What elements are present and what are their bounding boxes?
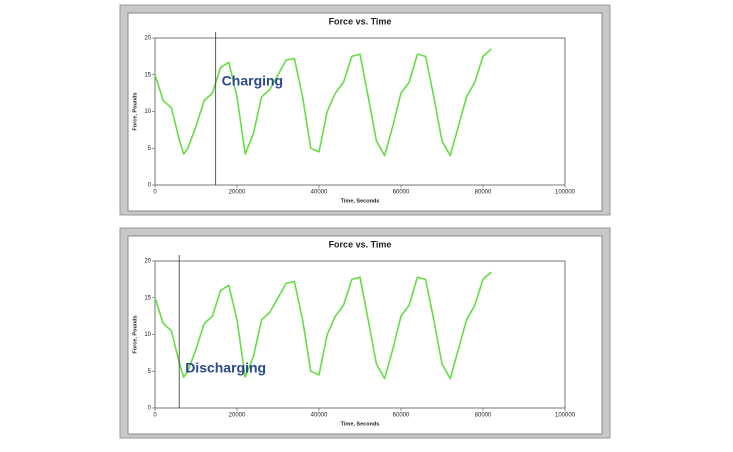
y-tick-label: 20 [144,36,151,42]
x-tick-label: 0 [153,413,157,419]
y-tick-label: 20 [144,259,151,265]
x-tick-label: 60000 [393,190,410,196]
annotation: Charging [222,73,283,89]
x-tick-label: 20000 [229,413,246,419]
force-line [154,271,492,380]
y-tick-label: 10 [144,109,151,115]
force-line [154,48,492,157]
chart-title: Force vs. Time [329,16,392,26]
plot-area [154,260,566,409]
x-tick-label: 20000 [229,190,246,196]
y-tick-label: 5 [148,369,152,375]
x-tick-label: 80000 [475,413,492,419]
x-tick-label: 60000 [393,413,410,419]
y-tick-label: 5 [148,146,152,152]
y-tick-label: 10 [144,332,151,338]
x-tick-label: 80000 [475,190,492,196]
y-tick-label: 0 [148,406,152,412]
x-axis-label: Time, Seconds [341,198,380,204]
y-tick-label: 0 [148,183,152,189]
y-tick-label: 15 [144,295,151,301]
y-tick-label: 15 [144,72,151,78]
y-axis-label: Force, Pounds [132,92,138,130]
y-axis-label: Force, Pounds [132,315,138,353]
plot-area [154,37,566,186]
x-tick-label: 100000 [555,190,576,196]
x-tick-label: 40000 [311,190,328,196]
x-tick-label: 40000 [311,413,328,419]
chart-title: Force vs. Time [329,239,392,249]
x-tick-label: 0 [153,190,157,196]
annotation: Discharging [185,360,266,376]
x-axis-label: Time, Seconds [341,421,380,427]
x-tick-label: 100000 [555,413,576,419]
